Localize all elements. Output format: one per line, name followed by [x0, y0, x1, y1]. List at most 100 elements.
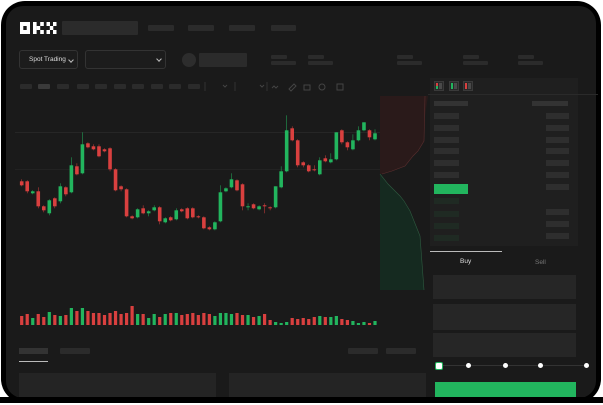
candle: [119, 185, 123, 192]
timeframe-button[interactable]: [169, 84, 181, 89]
price-input[interactable]: [433, 275, 576, 299]
candle-body: [306, 165, 311, 172]
volume-bar: [296, 319, 300, 325]
candle-body: [279, 171, 283, 188]
candle: [262, 203, 267, 214]
volume-bar: [356, 323, 361, 325]
candle-body: [290, 128, 294, 141]
line-chart-icon[interactable]: [271, 85, 279, 89]
candle-body: [196, 216, 201, 218]
buy-tab[interactable]: Buy: [460, 258, 472, 265]
okx-logo[interactable]: [20, 22, 57, 34]
candle-body: [295, 140, 300, 166]
filter-button[interactable]: [348, 348, 378, 354]
amount-slider-track[interactable]: [438, 365, 588, 366]
volume-bar: [53, 315, 57, 325]
spot-trading-dropdown[interactable]: Spot Trading: [19, 50, 78, 69]
volume-bar: [218, 313, 223, 325]
timeframe-button[interactable]: [20, 84, 32, 89]
candle-body: [47, 200, 52, 214]
camera-icon[interactable]: [303, 84, 311, 91]
volume-bar: [136, 314, 140, 325]
volume-bar: [75, 311, 79, 325]
volume-bar: [169, 313, 173, 325]
chevron-down-icon[interactable]: [222, 84, 228, 88]
timeframe-button[interactable]: [114, 84, 126, 89]
volume-bar: [345, 320, 349, 325]
amount-input[interactable]: [433, 304, 576, 330]
timeframe-button[interactable]: [188, 84, 200, 89]
slider-mark-50[interactable]: [503, 363, 508, 368]
volume-bar: [262, 314, 267, 325]
candle-body: [284, 130, 289, 172]
volume-bar: [279, 323, 283, 325]
timeframe-button[interactable]: [95, 84, 107, 89]
bid-price: [434, 198, 459, 204]
ask-amount: [546, 113, 569, 119]
nav-item[interactable]: [271, 25, 296, 31]
slider-mark-75[interactable]: [538, 363, 543, 368]
candle-body: [119, 186, 123, 190]
volume-bar: [86, 311, 90, 325]
candle-body: [373, 133, 377, 140]
timeframe-button[interactable]: [132, 84, 144, 89]
volume-bar: [351, 321, 355, 325]
bid-price: [434, 235, 459, 241]
ask-amount: [546, 160, 569, 166]
candle-body: [323, 158, 328, 162]
candle: [141, 205, 145, 215]
candle: [235, 179, 239, 192]
orderbook-bids-icon[interactable]: [449, 81, 459, 91]
volume-bar: [213, 316, 217, 325]
gridline: [15, 169, 380, 170]
orderbook-both-icon[interactable]: [434, 81, 444, 91]
search-bar[interactable]: [62, 21, 138, 35]
nav-item[interactable]: [229, 25, 255, 31]
ask-price: [434, 113, 459, 119]
tab-open-orders[interactable]: [19, 348, 48, 354]
candle-body: [157, 207, 162, 222]
stat-label: [308, 55, 324, 59]
candle-body: [75, 166, 79, 175]
candle: [224, 187, 228, 193]
timeframe-button[interactable]: [151, 84, 163, 89]
candle: [124, 188, 129, 218]
slider-mark-25[interactable]: [466, 363, 471, 368]
chevron-down-icon[interactable]: [259, 84, 265, 88]
volume-bar: [97, 313, 101, 325]
timeframe-button[interactable]: [57, 84, 69, 89]
timeframe-button[interactable]: [77, 84, 89, 89]
volume-bar: [158, 317, 162, 325]
orderbook-asks-icon[interactable]: [463, 81, 473, 91]
candle-body: [273, 186, 278, 208]
candle-body: [86, 143, 90, 148]
candle: [202, 216, 206, 230]
volume-bar: [373, 321, 377, 325]
pencil-icon[interactable]: [288, 83, 297, 92]
volume-bar: [202, 313, 206, 325]
nav-item[interactable]: [188, 25, 214, 31]
candle: [295, 139, 300, 168]
timeframe-button[interactable]: [38, 84, 50, 89]
amount-slider-handle[interactable]: [435, 362, 443, 370]
candle-body: [229, 179, 234, 188]
volume-bar: [42, 317, 46, 325]
sell-tab[interactable]: Sell: [535, 259, 546, 266]
fullscreen-icon[interactable]: [336, 83, 344, 91]
total-input[interactable]: [433, 333, 576, 357]
pair-dropdown[interactable]: [85, 50, 166, 69]
ask-amount: [546, 137, 569, 143]
slider-mark-100[interactable]: [584, 363, 589, 368]
settings-icon[interactable]: [318, 83, 326, 91]
filter-button[interactable]: [386, 348, 416, 354]
candle-body: [64, 187, 68, 195]
buy-submit-button[interactable]: [435, 382, 576, 398]
volume-bar: [207, 314, 211, 325]
candle-body: [135, 209, 140, 218]
candle: [207, 226, 212, 231]
tab-order-history[interactable]: [60, 348, 90, 354]
candle-body: [91, 146, 96, 150]
nav-item[interactable]: [148, 25, 174, 31]
candle: [108, 147, 112, 172]
